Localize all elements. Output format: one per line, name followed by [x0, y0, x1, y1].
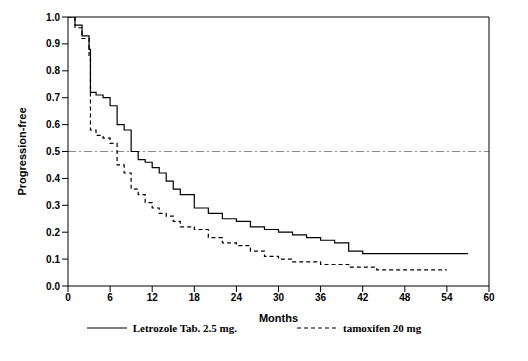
svg-text:0.8: 0.8: [46, 65, 60, 76]
html-text:tamoxifen 20 mg: tamoxifen 20 mg: [343, 322, 422, 334]
svg-text:0.2: 0.2: [46, 227, 60, 238]
svg-text:24: 24: [231, 292, 243, 303]
svg-text:30: 30: [273, 292, 285, 303]
svg-text:0.4: 0.4: [46, 173, 60, 184]
svg-text:1.0: 1.0: [46, 12, 60, 23]
svg-text:36: 36: [315, 292, 327, 303]
svg-text:Months: Months: [259, 312, 298, 324]
svg-text:48: 48: [399, 292, 411, 303]
svg-text:0.1: 0.1: [46, 254, 60, 265]
html-text:Letrozole Tab. 2.5 mg.: Letrozole Tab. 2.5 mg.: [132, 322, 237, 334]
svg-text:54: 54: [441, 292, 453, 303]
svg-text:0.9: 0.9: [46, 38, 60, 49]
svg-text:18: 18: [189, 292, 201, 303]
svg-text:0: 0: [65, 292, 71, 303]
svg-text:0.0: 0.0: [46, 281, 60, 292]
svg-text:42: 42: [357, 292, 369, 303]
svg-text:Progression-free: Progression-free: [16, 107, 28, 195]
svg-text:0.7: 0.7: [46, 92, 60, 103]
svg-text:12: 12: [147, 292, 159, 303]
svg-text:6: 6: [107, 292, 113, 303]
svg-text:60: 60: [483, 292, 495, 303]
svg-text:0.6: 0.6: [46, 119, 60, 130]
svg-text:0.5: 0.5: [46, 146, 60, 157]
svg-text:0.3: 0.3: [46, 200, 60, 211]
